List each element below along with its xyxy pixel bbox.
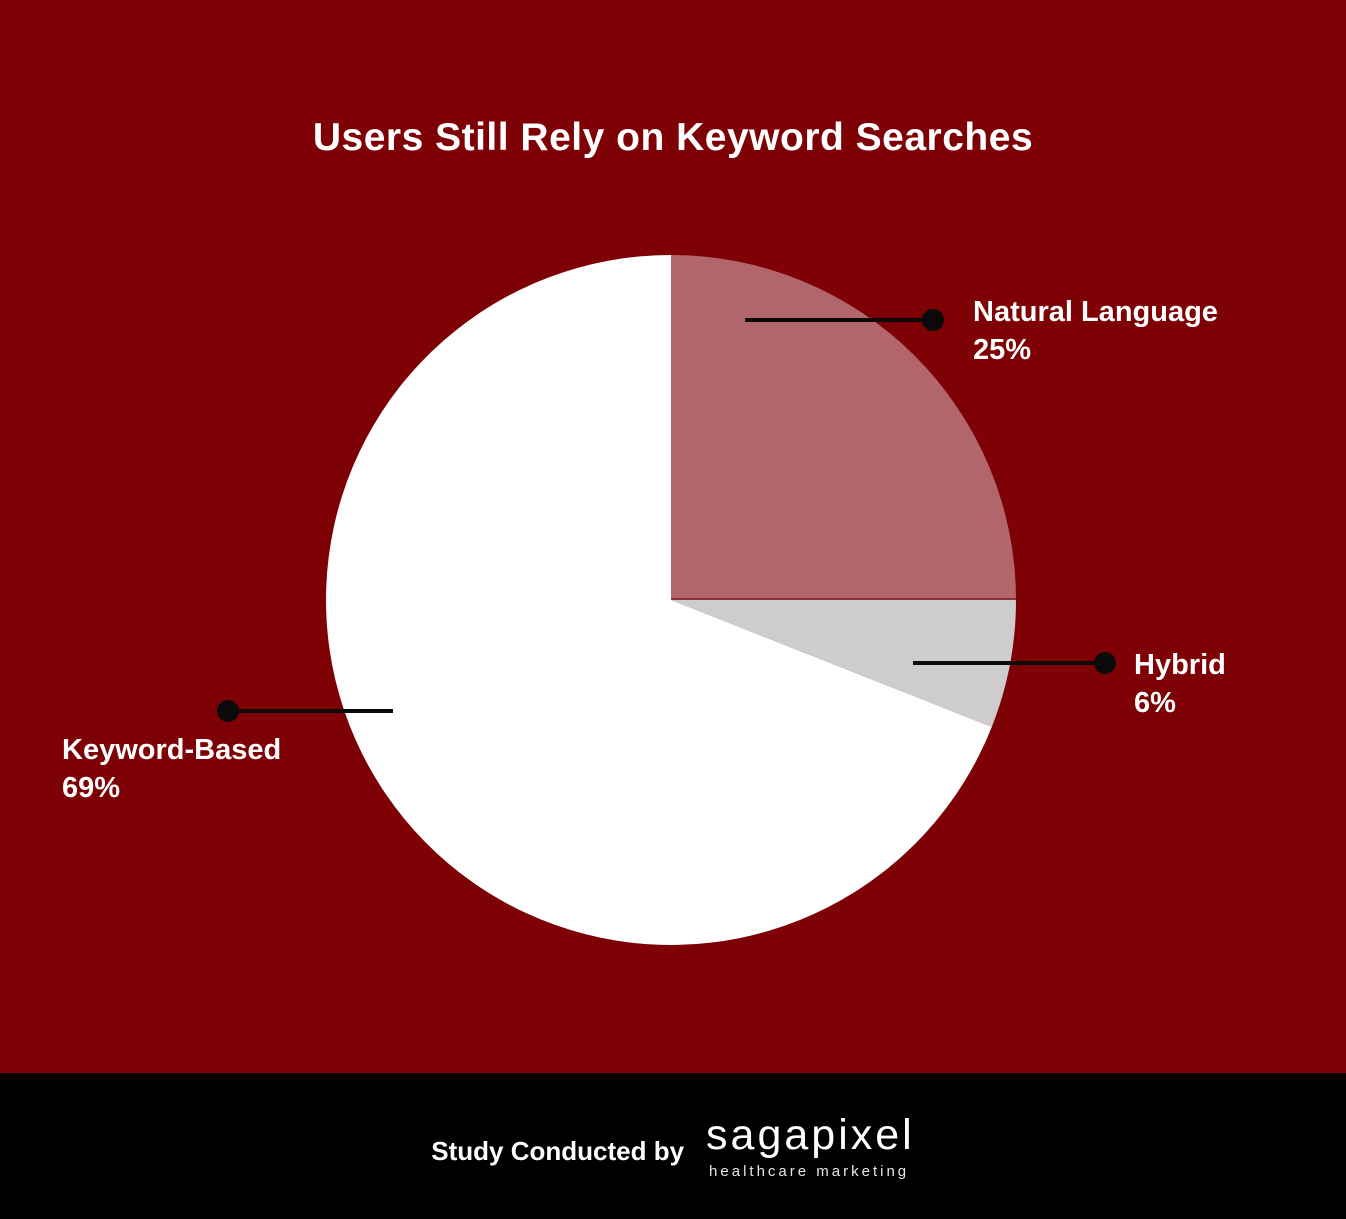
slice-label: Natural Language [973, 296, 1218, 328]
slice-value: 6% [1134, 687, 1176, 719]
pie-slices [326, 255, 1016, 945]
leader-dot [1094, 652, 1116, 674]
footer-content: Study Conducted by sagapixel healthcare … [431, 1110, 915, 1180]
pie-slice-natural-language [671, 255, 1016, 600]
logo-wordmark: sagapixel [706, 1110, 915, 1159]
callout-line-natural-language [745, 309, 944, 331]
leader-dot [922, 309, 944, 331]
slice-label: Hybrid [1134, 649, 1226, 681]
slice-label: Keyword-Based [62, 734, 282, 766]
callout-line-keyword-based [217, 700, 393, 722]
sagapixel-logo: sagapixel healthcare marketing [706, 1110, 915, 1180]
pie-slice-hybrid [671, 600, 1016, 728]
slice-value: 25% [973, 334, 1032, 366]
credit-text: Study Conducted by [431, 1135, 685, 1166]
footer-bar: Study Conducted by sagapixel healthcare … [0, 1073, 1346, 1219]
callout-natural-language: Natural Language 25% [973, 293, 1218, 369]
callout-keyword-based: Keyword-Based 69% [62, 731, 281, 807]
logo-tagline: healthcare marketing [709, 1162, 910, 1180]
leader-dot [217, 700, 239, 722]
callout-hybrid: Hybrid 6% [1134, 646, 1226, 722]
callout-line-hybrid [913, 652, 1116, 674]
pie-chart [217, 255, 1116, 945]
pie-slice-keyword-based [326, 255, 992, 945]
slice-value: 69% [62, 772, 121, 804]
chart-title: Users Still Rely on Keyword Searches [312, 116, 1034, 159]
